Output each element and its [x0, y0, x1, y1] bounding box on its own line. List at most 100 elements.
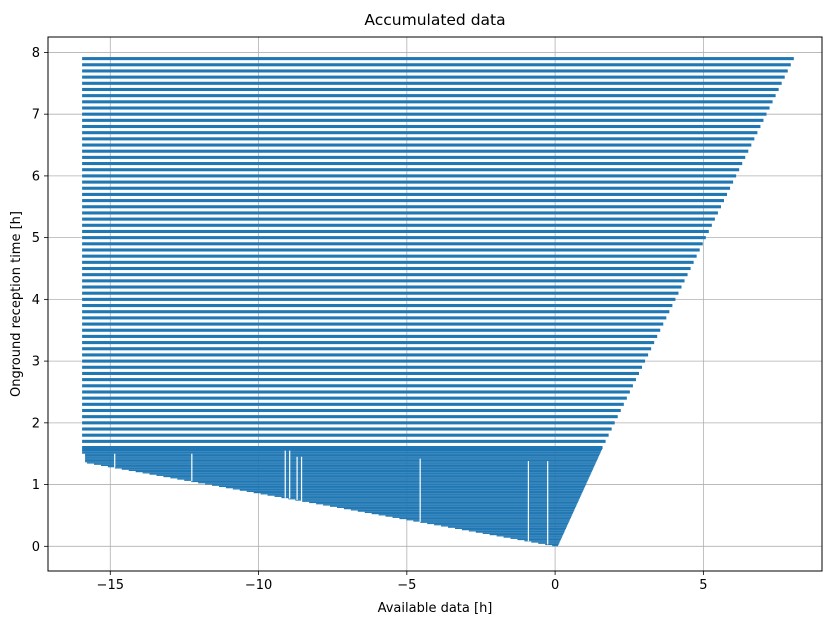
bar [267, 494, 582, 496]
bar [482, 532, 564, 534]
bar [82, 137, 755, 141]
bar [218, 485, 586, 488]
bar [82, 334, 658, 338]
bar [82, 229, 709, 234]
bar [82, 266, 691, 271]
bar [82, 118, 764, 122]
bar [82, 408, 621, 413]
bar [82, 174, 737, 178]
bar [82, 217, 715, 221]
bar [357, 510, 574, 512]
bar [107, 466, 595, 468]
bar [82, 378, 636, 382]
bar [434, 524, 568, 526]
bar [309, 501, 578, 504]
bar [288, 498, 580, 500]
bar [205, 483, 587, 485]
bar [82, 180, 734, 184]
bar [343, 508, 575, 510]
bar [82, 260, 694, 264]
x-tick-label: −10 [245, 578, 272, 593]
bar [82, 415, 618, 419]
bar [253, 491, 583, 494]
bar [142, 472, 592, 474]
bar [87, 462, 596, 464]
bar [82, 254, 697, 258]
bar [82, 279, 685, 283]
bar [82, 316, 667, 320]
y-tick-label: 4 [32, 293, 40, 308]
bar [82, 236, 706, 240]
bar [281, 496, 581, 499]
bar [82, 273, 688, 277]
bar [82, 304, 673, 308]
bar [392, 516, 572, 518]
bar [420, 521, 569, 523]
bar [82, 310, 670, 314]
x-tick-label: 5 [699, 578, 707, 593]
y-axis-label: Onground reception time [h] [9, 211, 24, 397]
bar [350, 509, 575, 511]
bar [85, 453, 600, 455]
bar [427, 522, 569, 525]
bar [232, 488, 584, 490]
bar [82, 450, 602, 452]
chart-title: Accumulated data [364, 11, 505, 29]
bar [517, 538, 561, 541]
bar [336, 506, 576, 509]
bar [82, 81, 782, 85]
bar [364, 511, 574, 513]
bar [371, 512, 573, 515]
bar [378, 514, 573, 516]
y-tick-label: 8 [32, 46, 40, 61]
bar [121, 468, 593, 470]
bar [82, 124, 761, 129]
bar [82, 186, 731, 190]
bar [82, 384, 633, 388]
bar [448, 526, 567, 528]
bar [82, 341, 655, 345]
bar [323, 504, 577, 506]
bar [212, 484, 586, 486]
bar [552, 545, 559, 547]
bar [82, 192, 728, 196]
bar [100, 464, 595, 467]
bars-group [82, 57, 794, 547]
bar [82, 439, 606, 443]
bar [156, 474, 591, 476]
bar [93, 463, 596, 465]
bar [198, 482, 587, 484]
bar [475, 531, 565, 533]
bar [82, 451, 601, 453]
x-axis-label: Available data [h] [378, 601, 493, 616]
bar [170, 477, 590, 479]
bar [274, 495, 581, 497]
bar [82, 75, 785, 79]
bar [489, 533, 564, 536]
bar [82, 452, 601, 454]
bar [531, 541, 560, 543]
bar [260, 493, 582, 495]
bar [82, 168, 740, 172]
bar [82, 445, 603, 450]
bar [82, 106, 770, 110]
gaps-group [114, 450, 549, 545]
bar [468, 530, 565, 532]
bar [461, 529, 566, 531]
bar [82, 57, 794, 61]
bar [82, 402, 624, 406]
bar [85, 461, 597, 463]
bar [82, 63, 791, 67]
bar [82, 322, 664, 326]
y-tick-label: 2 [32, 416, 40, 431]
bar [82, 291, 679, 295]
y-tick-label: 6 [32, 169, 40, 184]
bar [82, 205, 721, 209]
bar [184, 479, 588, 481]
plot-frame [47, 36, 823, 572]
bar [524, 540, 561, 542]
bar [503, 536, 563, 538]
x-tick-label: −5 [397, 578, 416, 593]
bar [85, 454, 600, 457]
